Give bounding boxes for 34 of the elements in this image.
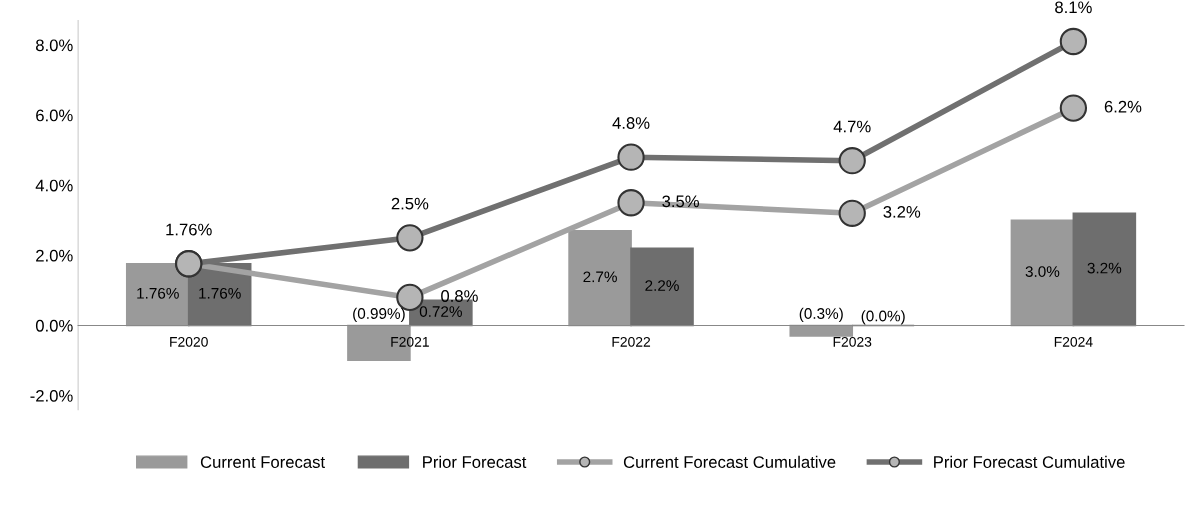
data-label: (0.99%) [353, 307, 405, 322]
y-tick-label: 6.0% [36, 109, 73, 122]
data-label: 3.5% [662, 195, 699, 208]
data-label: 4.8% [612, 117, 650, 129]
data-label: 3.0% [1025, 266, 1060, 277]
x-tick-label: F2022 [612, 336, 651, 347]
data-label: 3.2% [1087, 262, 1122, 274]
data-label: (0.3%) [799, 307, 843, 322]
data-label: 2.7% [583, 271, 617, 283]
legend-label: Current Forecast [200, 456, 325, 468]
x-tick-label: F2021 [391, 336, 429, 347]
y-tick-label: 8.0% [36, 39, 73, 52]
data-label: 1.76% [166, 223, 212, 236]
data-label: 3.2% [883, 205, 921, 218]
legend-label: Prior Forecast Cumulative [934, 455, 1125, 468]
x-tick-label: F2023 [833, 336, 872, 347]
data-label: 2.2% [645, 280, 679, 291]
data-label: (0.0%) [861, 310, 905, 325]
y-tick-label: -2.0% [30, 389, 73, 402]
data-label: 6.2% [1104, 100, 1142, 113]
data-label: 0.8% [441, 290, 478, 302]
x-tick-label: F2020 [170, 336, 208, 347]
data-label: 1.76% [137, 287, 179, 299]
legend-label: Prior Forecast [423, 455, 527, 468]
y-tick-label: 0.0% [35, 319, 73, 332]
y-tick-label: 4.0% [35, 179, 73, 192]
data-label: 1.76% [199, 287, 241, 299]
legend-label: Current Forecast Cumulative [623, 455, 836, 468]
x-tick-label: F2024 [1054, 336, 1093, 347]
data-label: 2.5% [391, 197, 429, 210]
data-label: 4.7% [833, 120, 871, 133]
y-tick-label: 2.0% [36, 249, 73, 262]
data-label: 0.72% [419, 306, 462, 317]
data-label: 8.1% [1055, 1, 1092, 14]
